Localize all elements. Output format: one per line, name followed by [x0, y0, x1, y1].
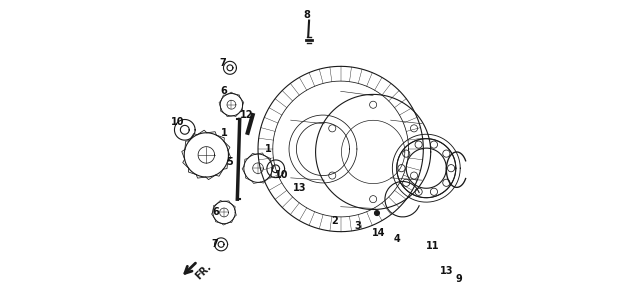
Text: 10: 10 [171, 117, 184, 127]
Text: 12: 12 [239, 110, 253, 120]
Text: 6: 6 [212, 207, 220, 218]
Text: 13: 13 [293, 183, 307, 193]
Text: 6: 6 [221, 86, 227, 97]
Text: 14: 14 [372, 229, 385, 238]
Text: 9: 9 [456, 274, 462, 285]
Text: 10: 10 [275, 170, 289, 180]
Text: 1: 1 [221, 128, 227, 138]
Text: FR.: FR. [194, 262, 214, 281]
Text: 7: 7 [211, 239, 218, 249]
Circle shape [374, 211, 380, 215]
Text: 7: 7 [220, 58, 226, 68]
Text: 13: 13 [440, 266, 453, 276]
Text: 4: 4 [394, 234, 400, 244]
Text: 5: 5 [227, 157, 234, 167]
Text: 3: 3 [355, 221, 361, 231]
Text: 8: 8 [303, 10, 310, 20]
Text: 1: 1 [265, 144, 272, 154]
Text: 11: 11 [426, 241, 440, 252]
Text: 2: 2 [331, 216, 337, 226]
